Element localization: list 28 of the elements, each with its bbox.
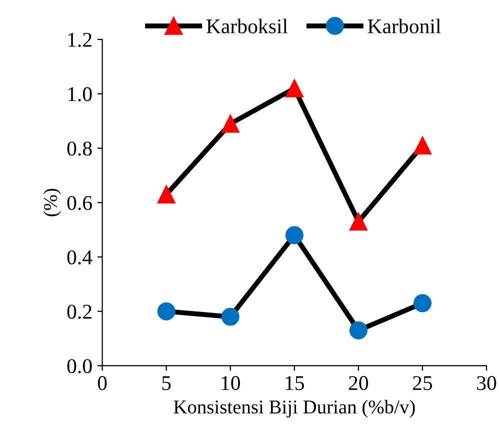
point <box>349 212 368 231</box>
point <box>413 136 432 154</box>
point <box>221 308 240 326</box>
y-tick-label: 0.2 <box>67 304 92 319</box>
y-tick-label: 0.0 <box>67 359 92 374</box>
point <box>221 114 240 133</box>
y-tick-label: 1.0 <box>68 87 92 102</box>
x-tick-label: 0 <box>98 376 107 390</box>
x-tick-label: 10 <box>222 376 240 390</box>
x-tick-label: 15 <box>286 376 304 390</box>
x-tick-label: 20 <box>348 376 368 390</box>
legend-label: Karbonil <box>368 18 441 34</box>
point <box>349 321 368 340</box>
x-tick-label: 30 <box>477 376 496 390</box>
y-tick-label: 0.6 <box>67 196 92 210</box>
point <box>157 185 176 204</box>
y-axis-title: (%) <box>43 188 61 216</box>
y-tick-label: 0.4 <box>67 250 92 264</box>
point <box>157 302 176 320</box>
y-tick-label: 0.8 <box>67 142 92 156</box>
x-axis-title: Konsistensi Biji Durian (%b/v) <box>174 400 415 418</box>
point <box>285 79 304 98</box>
point <box>413 294 432 312</box>
legend-label: Karboksil <box>206 18 288 34</box>
x-tick-label: 5 <box>162 376 171 390</box>
y-tick-label: 1.2 <box>68 32 92 47</box>
point <box>285 226 304 244</box>
x-tick-label: 25 <box>412 376 432 390</box>
